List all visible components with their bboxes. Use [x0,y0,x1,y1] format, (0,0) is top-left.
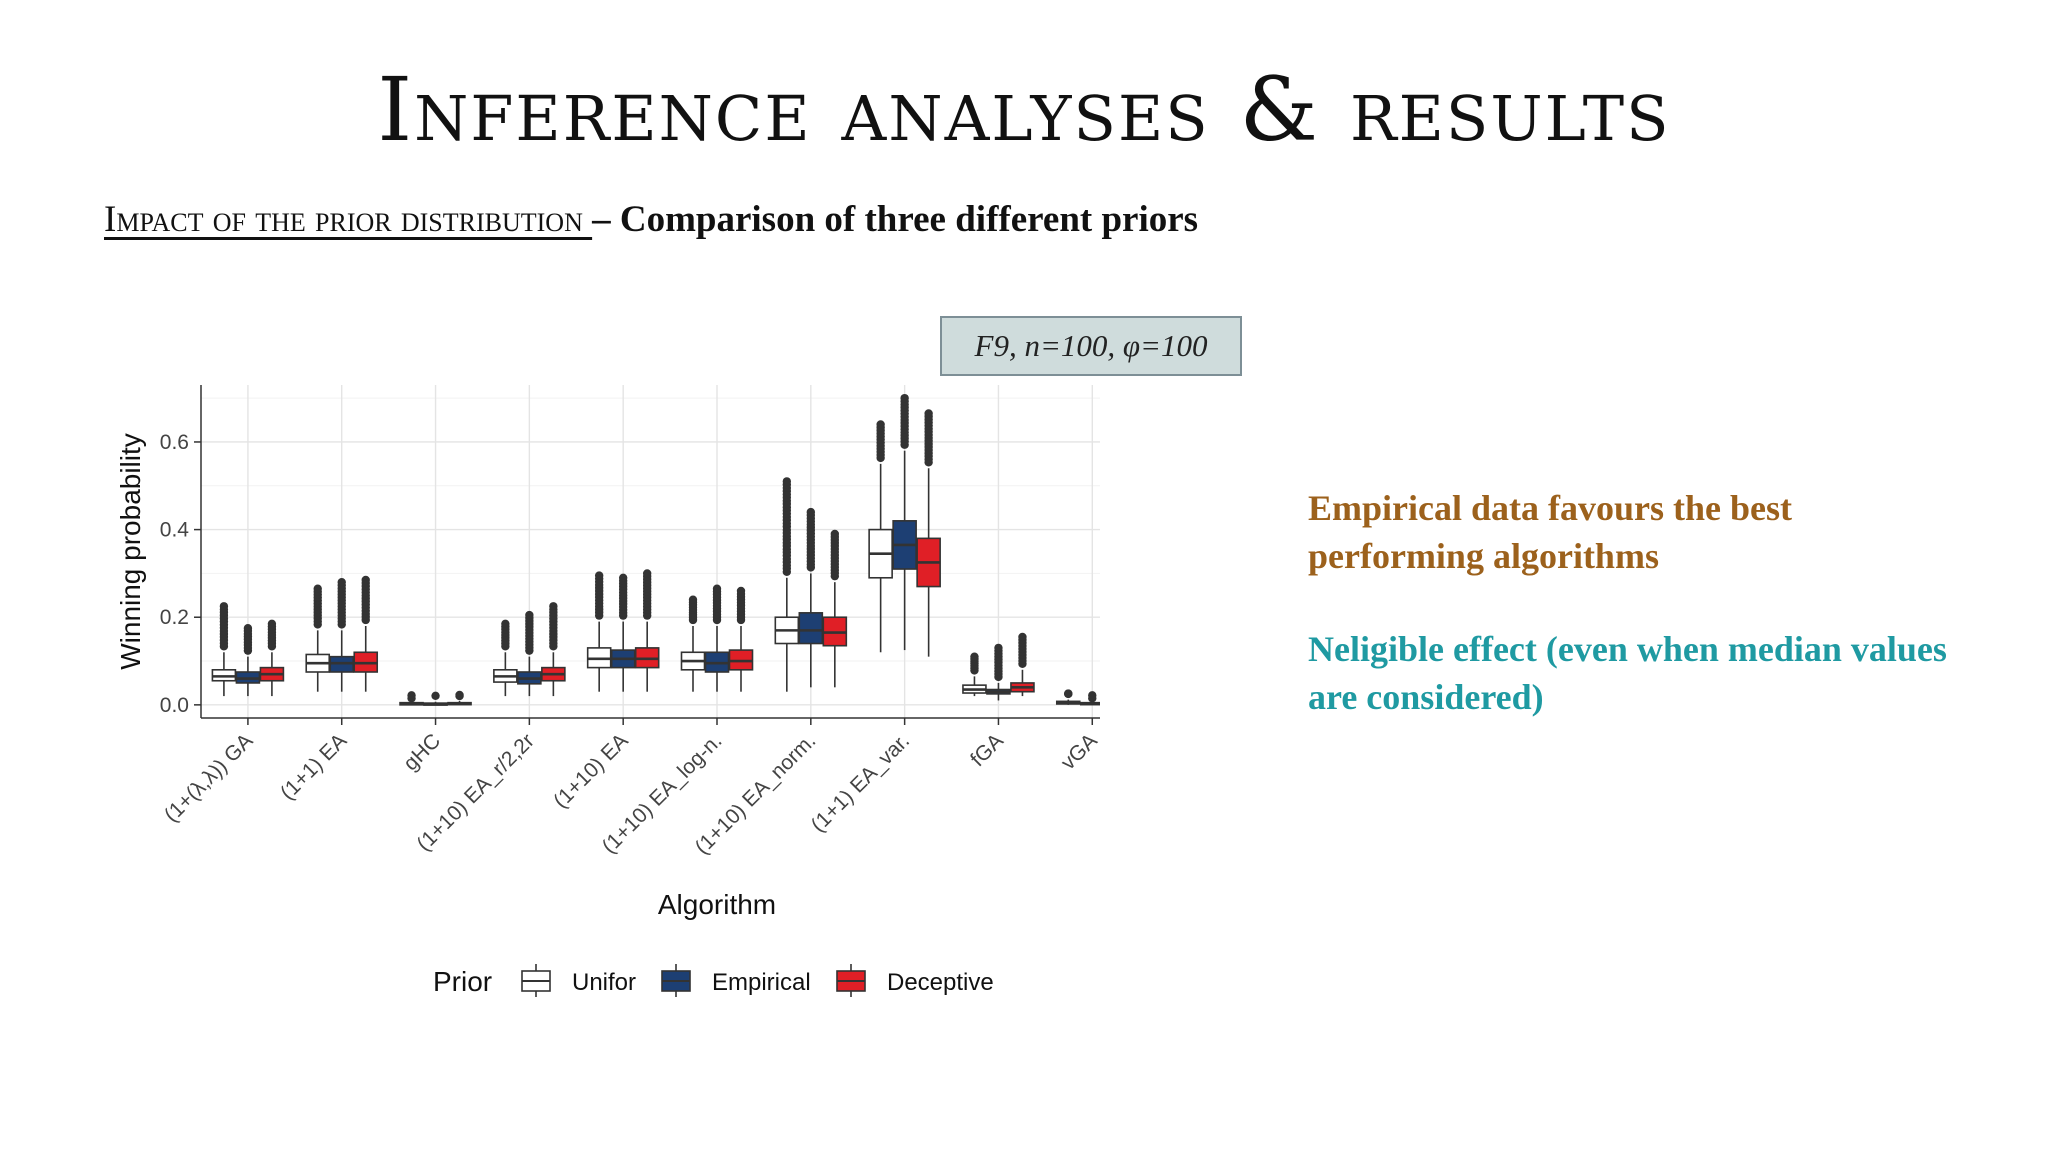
outlier-point [267,619,277,628]
subtitle-description: – Comparison of three different priors [592,199,1199,240]
outlier-point [830,529,840,539]
outlier-point [1018,632,1027,642]
outlier-point [549,602,558,611]
outlier-point [970,652,979,661]
legend-label: Unifor [572,969,636,996]
outlier-point [594,571,604,580]
outlier-point [313,584,322,593]
outlier-point [688,595,698,604]
x-tick-label: (1+(λ,λ)) GA [160,729,258,827]
outlier-point [407,694,416,703]
x-tick-label: fGA [966,729,1008,771]
outlier-point [525,610,534,620]
outlier-point [782,477,792,486]
x-tick-label: vGA [1057,729,1100,774]
outlier-point [712,584,722,593]
box-empirical [798,612,824,645]
boxplot-chart: 0.0 0.2 0.4 0.6 Winning probability (1+(λ,λ))… [115,385,1100,997]
outlier-point [455,691,464,701]
note-empirical: Empirical data favours the best performi… [1308,488,1792,576]
outlier-point [900,393,909,403]
outlier-point [337,577,346,587]
outlier-point [994,643,1003,653]
slide-subtitle: Impact of the prior distribution – Compa… [104,198,1198,241]
y-tick-label: 0.0 [160,694,189,717]
y-tick-label: 0.2 [160,606,189,629]
outlier-point [876,420,885,429]
outlier-point [1064,689,1073,699]
outlier-point [924,409,933,418]
legend-label: Deceptive [887,969,994,996]
y-tick-label: 0.4 [160,519,190,542]
outlier-point [361,575,370,585]
x-tick-label: gHC [399,729,445,775]
outlier-point [618,573,628,582]
x-tick-label: (1+10) EA [549,729,633,813]
x-axis-title: Algorithm [658,889,776,920]
slide-title: Inference analyses & results [377,58,1671,161]
outlier-point [501,619,510,628]
legend-title: Prior [433,966,492,997]
note-negligible: Neligible effect (even when median value… [1308,629,1947,717]
outlier-point [642,569,652,578]
parameter-box: F9, n=100, φ=100 [940,316,1242,376]
outlier-point [736,586,746,596]
outlier-point [431,691,440,700]
outlier-point [219,602,229,611]
subtitle-heading: Impact of the prior distribution [104,199,593,240]
outlier-point [243,623,253,633]
x-tick-label: (1+1) EA_var. [807,729,914,836]
y-tick-label: 0.6 [160,431,189,454]
outlier-point [806,507,816,517]
outlier-point [1088,694,1097,703]
y-axis-title: Winning probability [115,433,146,670]
legend-label: Empirical [712,969,811,996]
x-tick-label: (1+1) EA [276,729,351,804]
